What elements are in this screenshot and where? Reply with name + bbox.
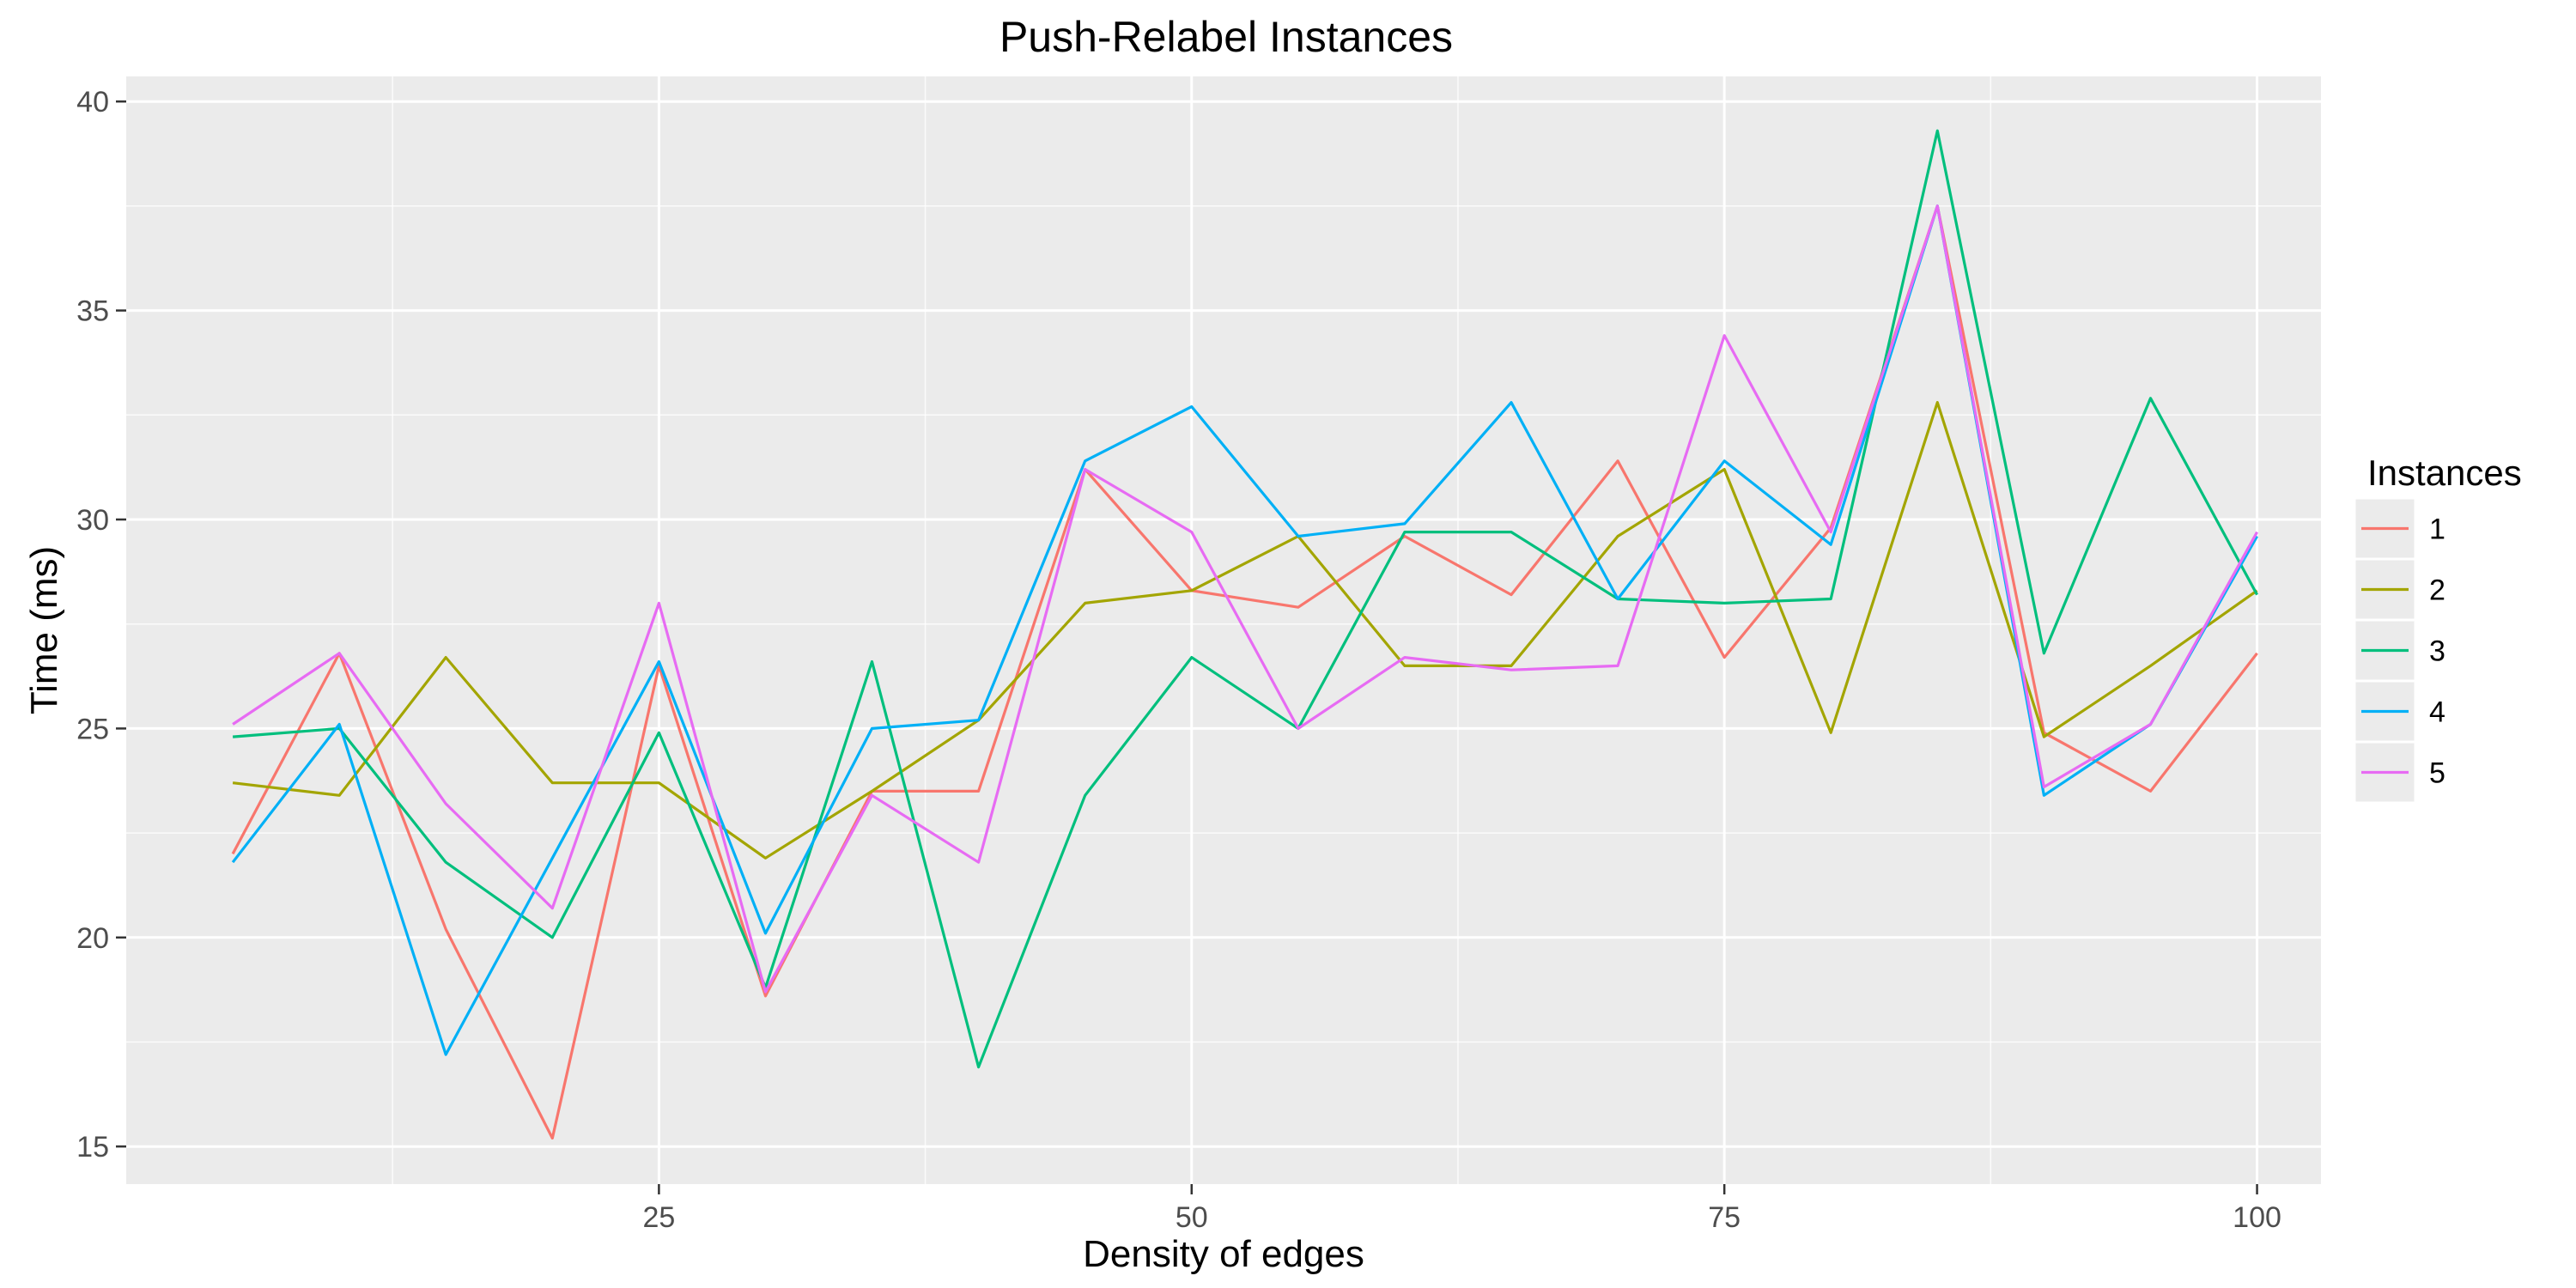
legend: Instances 1 2 3 4 5 xyxy=(2353,453,2522,805)
series-line-3 xyxy=(232,129,2259,1069)
legend-title: Instances xyxy=(2367,453,2522,493)
grid-major xyxy=(126,76,2321,1184)
y-axis: 15 20 25 30 35 40 xyxy=(76,86,126,1163)
y-tick-label: 25 xyxy=(76,713,109,745)
x-tick-label: 100 xyxy=(2233,1201,2281,1234)
legend-label-4: 4 xyxy=(2429,696,2445,729)
series-line-2 xyxy=(232,401,2258,860)
y-axis-title: Time (ms) xyxy=(23,546,65,714)
x-tick-label: 75 xyxy=(1708,1201,1741,1234)
x-tick-label: 50 xyxy=(1176,1201,1208,1234)
y-tick-label: 30 xyxy=(76,504,109,537)
x-axis: 25 50 75 100 xyxy=(642,1184,2281,1234)
y-tick-label: 20 xyxy=(76,922,109,955)
plot-panel xyxy=(126,76,2321,1184)
legend-items: 1 2 3 4 5 xyxy=(2353,496,2445,805)
legend-label-3: 3 xyxy=(2429,635,2445,668)
chart-title: Push-Relabel Instances xyxy=(999,13,1453,61)
y-tick-label: 35 xyxy=(76,295,109,328)
legend-label-2: 2 xyxy=(2429,574,2445,607)
legend-label-5: 5 xyxy=(2429,757,2445,790)
x-axis-title: Density of edges xyxy=(1083,1233,1364,1275)
series-line-5 xyxy=(232,204,2258,993)
x-tick-label: 25 xyxy=(642,1201,675,1234)
y-tick-label: 15 xyxy=(76,1131,109,1163)
grid-minor xyxy=(126,76,2321,1184)
legend-label-1: 1 xyxy=(2429,513,2445,546)
y-tick-label: 40 xyxy=(76,86,109,118)
series-lines xyxy=(231,129,2259,1140)
